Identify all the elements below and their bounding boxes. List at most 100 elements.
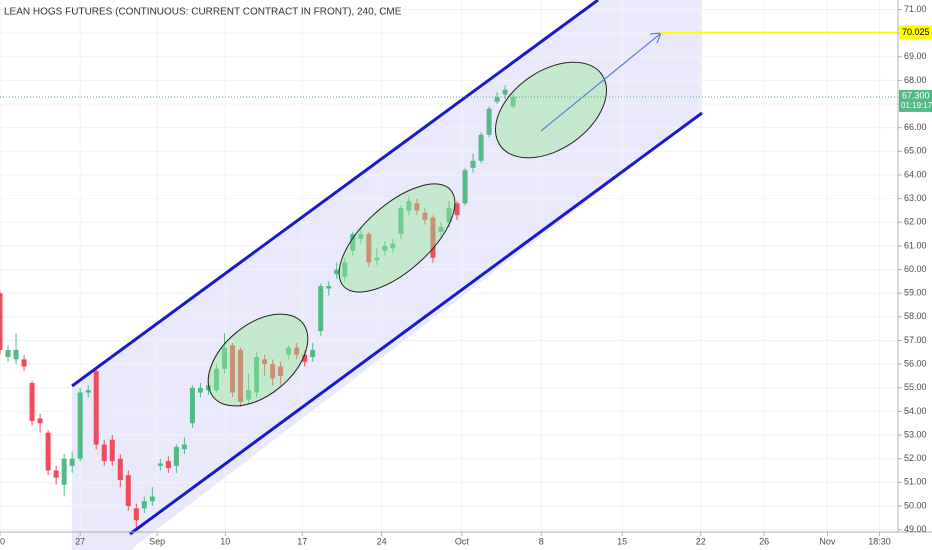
- y-tick-label: 54.00: [904, 406, 927, 416]
- y-tick-label: 51.00: [904, 477, 927, 487]
- price-label: 67.300: [902, 90, 930, 100]
- candle-body: [21, 359, 27, 367]
- candle-body: [510, 96, 516, 107]
- x-tick-label: Oct: [455, 536, 470, 546]
- y-tick-label: 56.00: [904, 358, 927, 368]
- candle-body: [318, 286, 324, 332]
- candle-body: [398, 208, 404, 235]
- price-label-box: [899, 89, 932, 112]
- candle-body: [222, 347, 227, 369]
- y-tick-label: 62.00: [904, 217, 927, 227]
- candle-body: [246, 390, 252, 400]
- x-tick-label: 17: [297, 536, 307, 546]
- candle-body: [414, 203, 420, 211]
- y-tick-label: 52.00: [904, 453, 927, 463]
- y-tick-label: 60.00: [904, 264, 927, 274]
- candle-body: [382, 245, 388, 251]
- candle-body: [133, 508, 139, 521]
- candle-body: [238, 349, 244, 402]
- y-tick-label: 64.00: [904, 169, 927, 179]
- candle-body: [117, 458, 123, 480]
- y-tick-label: 71.00: [904, 4, 927, 14]
- x-tick-label: 8: [539, 536, 544, 546]
- candle-body: [61, 458, 67, 485]
- x-tick-label: 27: [75, 536, 85, 546]
- axes: 49.00 50.00 51.00 52.00 53.00 54.00 55.00 56.00…: [0, 4, 932, 546]
- candle-body: [278, 366, 284, 376]
- candle-body: [350, 234, 356, 251]
- candle-body: [230, 345, 236, 393]
- y-tick-label: 61.00: [904, 240, 927, 250]
- candle-body: [494, 96, 500, 102]
- chart-title: LEAN HOGS FUTURES (CONTINUOUS: CURRENT C…: [4, 7, 402, 18]
- x-tick-label: 24: [377, 536, 387, 546]
- x-tick-label: 10: [220, 536, 230, 546]
- x-tick-label: Sep: [149, 536, 165, 546]
- candle-body: [366, 234, 372, 263]
- candle-body: [93, 371, 99, 445]
- candle-body: [334, 269, 340, 275]
- candle-body: [374, 257, 380, 261]
- candle-body: [173, 446, 179, 466]
- highlight-ellipse: [338, 183, 456, 293]
- candle-body: [157, 463, 163, 466]
- candle-body: [462, 170, 468, 204]
- highlight-ellipse: [495, 61, 607, 159]
- candle-body: [342, 262, 348, 277]
- candle-body: [77, 392, 83, 459]
- candle-body: [53, 470, 59, 478]
- candle-body: [254, 357, 260, 393]
- candle-body: [149, 496, 155, 502]
- candle-body: [430, 217, 436, 258]
- y-tick-label: 49.00: [904, 524, 927, 534]
- candle-body: [262, 359, 268, 365]
- candle-body: [390, 243, 396, 249]
- y-tick-label: 68.00: [904, 75, 927, 85]
- candle-body: [286, 347, 292, 355]
- y-tick-label: 53.00: [904, 429, 927, 439]
- y-tick-label: 63.00: [904, 193, 927, 203]
- countdown-label: 01:19:17: [901, 101, 932, 110]
- y-tick-label: 50.00: [904, 500, 927, 510]
- candle-body: [197, 387, 203, 393]
- candle-body: [101, 444, 107, 462]
- x-tick-label: 22: [696, 536, 706, 546]
- candle-body: [310, 349, 316, 358]
- x-tick-label: 26: [759, 536, 769, 546]
- channel-fill: [72, 0, 702, 550]
- x-tick-label: 20: [0, 536, 5, 546]
- candle-body: [85, 390, 91, 393]
- candle-body: [470, 160, 476, 168]
- candle-body: [37, 418, 43, 424]
- candle-body: [438, 226, 444, 232]
- candle-body: [454, 203, 460, 216]
- candle-body: [446, 208, 452, 223]
- y-tick-label: 59.00: [904, 288, 927, 298]
- candle-body: [358, 234, 364, 239]
- x-tick-label: Nov: [819, 536, 836, 546]
- target-label: 70.025: [902, 27, 930, 37]
- channel-upper: [71, 0, 599, 388]
- candle-body: [294, 347, 300, 355]
- candle-body: [189, 387, 195, 424]
- candle-body: [406, 200, 412, 211]
- candle-body: [109, 439, 115, 462]
- overlay: [0, 31, 898, 98]
- projection-arrow: [540, 33, 661, 132]
- channel-lower: [129, 111, 703, 536]
- price-axis: [898, 0, 932, 532]
- y-tick-label: 69.00: [904, 51, 927, 61]
- candle-body: [141, 501, 147, 509]
- x-tick-label: 18:30: [868, 536, 891, 546]
- candle-body: [69, 458, 75, 466]
- candle-body: [326, 286, 332, 289]
- y-tick-label: 58.00: [904, 311, 927, 321]
- candle-body: [13, 349, 19, 360]
- candle-body: [302, 354, 308, 362]
- candle-body: [502, 89, 508, 95]
- candle-body: [165, 461, 171, 469]
- candle-body: [45, 432, 51, 471]
- y-tick-label: 65.00: [904, 146, 927, 156]
- candle-body: [478, 134, 484, 161]
